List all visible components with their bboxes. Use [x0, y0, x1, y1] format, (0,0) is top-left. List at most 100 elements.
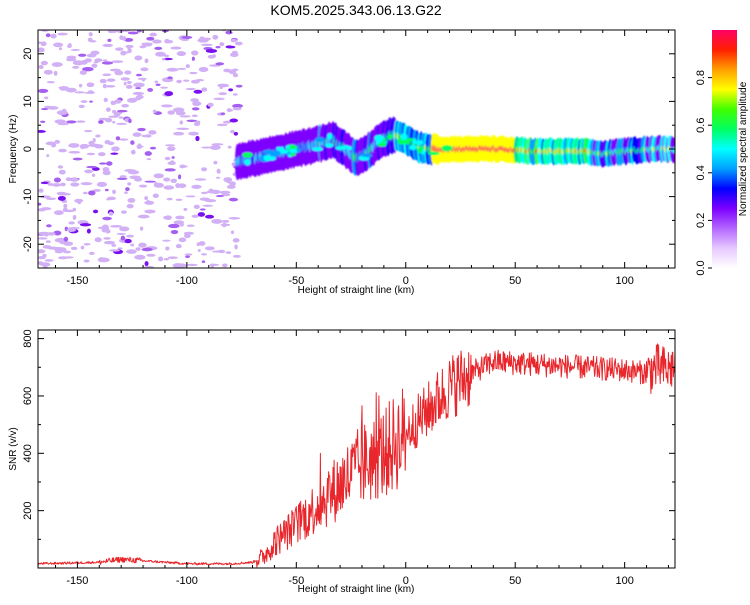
noise-blob	[102, 73, 112, 77]
noise-blob	[153, 173, 164, 179]
ridge-spot	[417, 146, 423, 154]
noise-blob	[128, 118, 132, 124]
noise-blob	[226, 181, 231, 184]
noise-blob	[102, 216, 112, 221]
noise-blob	[144, 196, 149, 201]
noise-blob	[232, 103, 243, 109]
noise-blob	[192, 101, 202, 107]
colorbar-tick-label: 0.2	[695, 213, 707, 228]
snr-y-tick-label: 800	[22, 329, 34, 347]
noise-blob	[130, 149, 136, 155]
noise-blob	[219, 42, 225, 47]
noise-blob	[215, 45, 221, 49]
noise-blob	[149, 146, 157, 150]
noise-blob	[59, 182, 66, 187]
noise-blob	[38, 188, 44, 193]
noise-blob	[221, 193, 231, 197]
noise-blob	[126, 80, 132, 84]
noise-blob	[52, 183, 61, 187]
spectrogram-ridge	[234, 116, 675, 181]
noise-blob	[51, 62, 63, 67]
noise-blob	[200, 253, 208, 256]
noise-blob	[133, 82, 145, 88]
noise-blob	[97, 257, 110, 263]
spectrogram-y-tick-label: 0	[22, 146, 34, 152]
noise-blob	[78, 104, 85, 109]
noise-blob	[190, 50, 199, 56]
noise-blob	[191, 214, 199, 218]
noise-blob	[116, 109, 128, 113]
noise-blob	[229, 118, 239, 123]
noise-blob	[215, 195, 225, 198]
noise-blob	[165, 246, 170, 251]
noise-blob	[160, 104, 173, 108]
spectrogram-y-tick-label: -10	[22, 189, 34, 205]
snr-x-tick-label: 100	[615, 575, 633, 587]
snr-x-tick-label: -50	[288, 575, 304, 587]
noise-blob	[46, 224, 52, 228]
noise-blob	[38, 88, 49, 93]
noise-blob	[175, 263, 187, 268]
noise-blob	[121, 104, 129, 108]
noise-blob	[196, 242, 201, 247]
noise-blob	[227, 145, 232, 149]
noise-blob	[144, 261, 149, 267]
noise-blob	[79, 223, 92, 227]
noise-blob	[80, 60, 88, 65]
noise-blob	[200, 43, 213, 47]
noise-blob	[164, 144, 176, 147]
noise-blob	[194, 178, 207, 181]
noise-blob	[137, 143, 142, 147]
noise-blob	[161, 57, 165, 61]
noise-blob	[104, 188, 109, 192]
noise-blob	[175, 215, 185, 220]
noise-blob	[109, 68, 121, 72]
noise-blob	[91, 63, 98, 68]
noise-blob	[222, 263, 228, 268]
noise-blob	[218, 92, 228, 96]
noise-blob	[211, 218, 223, 224]
noise-blob	[57, 165, 64, 169]
noise-blob	[86, 228, 91, 234]
noise-blob	[230, 230, 235, 235]
noise-blob	[58, 47, 63, 51]
noise-blob	[103, 237, 111, 240]
noise-blob	[182, 79, 190, 82]
noise-blob	[38, 130, 46, 133]
noise-blob	[210, 263, 215, 268]
noise-blob	[72, 157, 83, 161]
noise-blob	[40, 120, 46, 123]
ridge-spot	[335, 146, 346, 150]
spectrogram-x-tick-label: -50	[288, 275, 304, 287]
noise-blob	[53, 210, 64, 216]
ridge-spot	[267, 156, 277, 161]
noise-blob	[104, 84, 116, 88]
noise-blob	[198, 66, 209, 73]
noise-blob	[172, 107, 185, 113]
noise-blob	[167, 110, 175, 115]
noise-blob	[211, 143, 224, 146]
noise-blob	[213, 160, 218, 165]
ridge-spot	[296, 147, 302, 153]
noise-blob	[86, 53, 97, 58]
noise-blob	[103, 240, 116, 245]
noise-blob	[207, 102, 214, 107]
noise-blob	[220, 112, 226, 115]
noise-blob	[124, 238, 132, 244]
noise-blob	[204, 199, 217, 203]
snr-x-tick-label: 50	[509, 575, 521, 587]
noise-blob	[219, 190, 231, 195]
noise-blob	[216, 168, 221, 174]
noise-blob	[205, 214, 215, 219]
noise-blob	[195, 135, 200, 142]
noise-blob	[57, 195, 66, 201]
noise-blob	[110, 30, 118, 33]
ridge-spot	[242, 152, 253, 158]
noise-blob	[191, 107, 200, 111]
noise-blob	[65, 87, 77, 93]
noise-blob	[134, 254, 146, 260]
noise-blob	[118, 116, 124, 119]
noise-blob	[178, 237, 187, 243]
noise-blob	[215, 62, 225, 66]
noise-blob	[127, 170, 140, 175]
